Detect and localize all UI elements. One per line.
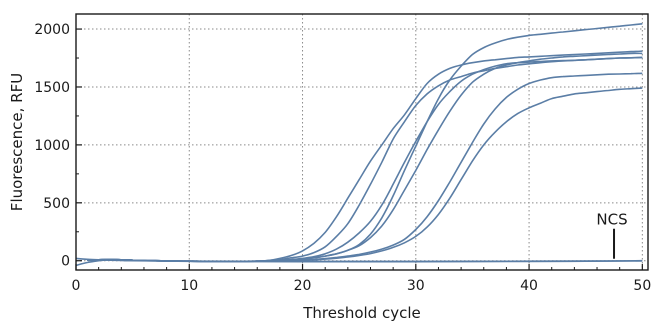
amplification-curve-6	[87, 72, 643, 263]
series-lines	[75, 23, 643, 267]
x-tick-label: 0	[72, 278, 81, 294]
y-axis-title: Fluorescence, RFU	[8, 73, 26, 211]
amplification-curve-1	[87, 50, 643, 263]
amplification-curve-5	[87, 52, 643, 263]
y-tick-label: 2000	[34, 22, 70, 38]
y-tick-label: 0	[61, 254, 70, 270]
x-axis-title: Threshold cycle	[302, 304, 420, 322]
y-tick-label: 500	[43, 196, 70, 212]
amplification-curve-7	[87, 87, 643, 263]
x-tick-label: 40	[520, 278, 538, 294]
annotations: NCS	[596, 211, 628, 259]
amplification-curve-4	[87, 23, 643, 263]
plot-frame	[75, 13, 649, 271]
y-tick-label: 1000	[34, 138, 70, 154]
grid-lines	[76, 14, 648, 270]
x-tick-label: 30	[407, 278, 425, 294]
amplification-curve-9	[75, 257, 643, 263]
x-tick-label: 10	[180, 278, 198, 294]
amplification-curve-2	[87, 56, 643, 263]
x-tick-label: 50	[633, 278, 651, 294]
y-tick-label: 1500	[34, 80, 70, 96]
ncs-annotation-label: NCS	[596, 211, 627, 229]
x-tick-label: 20	[294, 278, 312, 294]
axis-ticks	[75, 28, 643, 270]
amplification-curve-3	[87, 56, 643, 263]
